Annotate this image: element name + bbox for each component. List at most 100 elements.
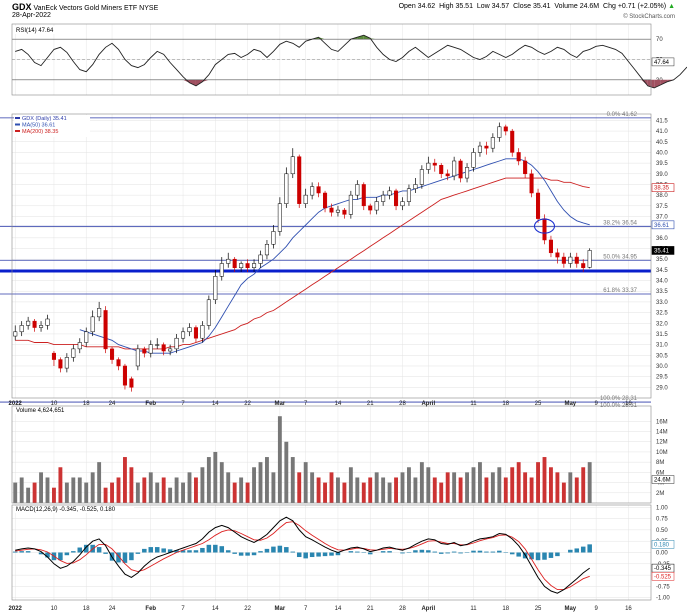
- date-tick-label: April: [421, 606, 435, 612]
- date-tick-label: 16: [625, 401, 632, 407]
- price-value-box: [651, 183, 675, 192]
- price-value-box: [651, 220, 675, 230]
- macd-histogram-bar: [148, 547, 154, 553]
- date-tick-label: 14: [212, 401, 219, 407]
- macd-histogram-bar: [490, 551, 496, 553]
- symbol: GDX: [12, 2, 32, 12]
- price-tick-label: 39.0: [656, 172, 668, 178]
- volume-bar: [265, 457, 269, 503]
- macd-histogram-bar: [587, 544, 592, 553]
- change-label: Chg: [603, 3, 616, 10]
- volume-bar: [219, 462, 224, 503]
- macd-histogram-bar: [497, 550, 502, 553]
- close-value: 35.41: [532, 3, 551, 10]
- candle-body: [361, 184, 366, 207]
- candle-body: [297, 156, 302, 204]
- macd-histogram-bar: [167, 549, 173, 553]
- volume-bar: [458, 477, 463, 503]
- macd-legend-bg: [14, 506, 134, 513]
- date-tick-label: 14: [335, 401, 342, 407]
- volume-bar: [13, 482, 18, 503]
- volume-last-value: 24.6M: [654, 478, 671, 484]
- candle-body: [193, 327, 198, 339]
- volume-bar: [110, 482, 114, 503]
- volume-bar: [84, 482, 89, 503]
- candle-body: [26, 320, 31, 326]
- rsi-oversold-fill: [641, 79, 648, 86]
- macd-histogram-bar: [271, 546, 276, 553]
- candle-body: [103, 310, 108, 350]
- date-axis: 2022 10 18 24 Feb 7 14 22 Mar 7 14 21 28 April 11 18 25 M…: [9, 401, 633, 612]
- volume-bar: [413, 477, 418, 503]
- volume-bar: [374, 472, 379, 503]
- macd-histogram-bar: [232, 552, 237, 554]
- macd-histogram-bar: [438, 552, 444, 554]
- date-tick-label: May: [564, 606, 576, 612]
- candle-body: [271, 231, 276, 245]
- macd-histogram-bar: [309, 552, 315, 558]
- volume-bar: [329, 472, 334, 503]
- macd-value-box: [651, 540, 675, 549]
- volume-bar: [336, 477, 340, 503]
- candle-body: [129, 378, 134, 388]
- volume-bar: [445, 472, 450, 503]
- macd-histogram-bar: [180, 550, 186, 553]
- candle-body: [64, 357, 69, 369]
- volume-bar: [516, 462, 521, 503]
- date-tick-label: 7: [181, 401, 185, 407]
- date-tick-label: 25: [535, 401, 542, 407]
- date-tick-label: 21: [367, 401, 374, 407]
- ma50-line: [79, 158, 590, 354]
- macd-histogram-bar: [580, 546, 586, 553]
- fib-level-label: 0.0% 41.62: [607, 112, 638, 118]
- date-tick-label: April: [421, 401, 435, 407]
- volume-bar: [39, 472, 43, 503]
- macd-legend: MACD(12,26,9) -0.345, -0.525, 0.180: [16, 507, 116, 513]
- volume-last-box: [651, 475, 675, 484]
- macd-histogram-bar: [103, 552, 108, 554]
- macd-histogram-bar: [303, 552, 308, 559]
- candle-body: [523, 160, 528, 175]
- volume-bar: [323, 482, 327, 503]
- macd-histogram-bar: [19, 551, 24, 553]
- volume-bar: [407, 467, 411, 503]
- candle-body: [122, 365, 127, 386]
- macd-histogram-bar: [45, 552, 50, 558]
- volume-bar: [32, 482, 37, 503]
- macd-histogram-bar: [413, 550, 418, 553]
- volume-bar: [490, 472, 495, 503]
- candle-body: [568, 256, 573, 264]
- candle-body: [452, 160, 457, 177]
- price-tick-label: 29.5: [656, 375, 668, 381]
- low-label: Low: [476, 3, 490, 10]
- candle-body: [181, 331, 186, 339]
- price-tick-label: 38.0: [656, 193, 668, 199]
- price-tick-label: 40.0: [656, 150, 668, 156]
- volume-bar: [529, 477, 534, 503]
- candle-body: [387, 190, 392, 196]
- price-tick-label: 39.5: [656, 161, 668, 167]
- date-tick-label: May: [564, 401, 576, 407]
- date-tick-label: Feb: [145, 401, 156, 407]
- fib-level-label: 100.0% 28.31: [600, 396, 638, 402]
- volume-bar: [555, 472, 560, 503]
- macd-histogram-bar: [574, 548, 580, 553]
- macd-value-label: -0.525: [654, 574, 672, 580]
- candle-body: [187, 327, 192, 333]
- volume-tick-label: 16M: [656, 419, 668, 425]
- volume-tick-label: 14M: [656, 430, 668, 436]
- volume-bar: [503, 477, 508, 503]
- macd-histogram-bar: [154, 547, 160, 553]
- macd-histogram-bar: [296, 552, 302, 558]
- volume-bar: [568, 472, 573, 503]
- low-value: 34.57: [491, 3, 510, 10]
- legend-swatch: [15, 130, 20, 132]
- macd-histogram-bar: [187, 550, 192, 553]
- price-tick-label: 31.0: [656, 343, 668, 349]
- candle-body: [368, 205, 373, 211]
- change-value: +0.71 (+2.05%): [617, 3, 667, 10]
- macd-histogram-bar: [458, 552, 463, 554]
- candle-body: [587, 250, 592, 268]
- volume-bar: [103, 487, 108, 503]
- date-tick-label: 24: [109, 401, 116, 407]
